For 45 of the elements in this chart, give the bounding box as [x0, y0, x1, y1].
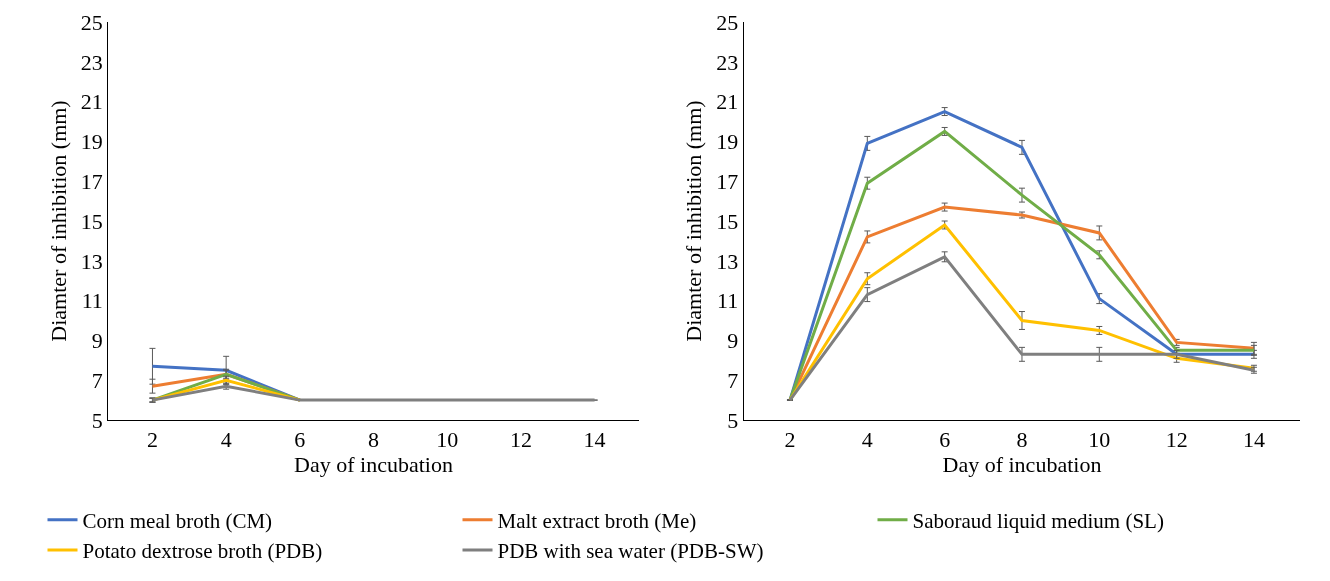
y-tick-label: 15	[716, 208, 739, 234]
legend-label: Saboraud liquid medium (SL)	[912, 508, 1164, 533]
legend-label: Corn meal broth (CM)	[82, 508, 273, 533]
x-tick-label: 14	[1242, 427, 1265, 453]
y-tick-label: 19	[716, 129, 739, 155]
legend-label: PDB with sea water (PDB-SW)	[497, 539, 764, 564]
y-tick-label: 25	[716, 9, 739, 35]
x-tick-label: 12	[509, 427, 532, 453]
y-tick-label: 5	[91, 407, 103, 433]
y-tick-label: 15	[80, 208, 103, 234]
y-tick-label: 7	[727, 367, 739, 393]
y-tick-label: 17	[80, 168, 103, 194]
x-tick-label: 10	[436, 427, 459, 453]
legend-label: Potato dextrose broth (PDB)	[82, 539, 323, 564]
y-tick-label: 19	[80, 129, 103, 155]
y-tick-label: 21	[716, 89, 739, 115]
y-axis-title: Diamter of inhibition (mm)	[45, 100, 71, 342]
x-tick-label: 6	[294, 427, 306, 453]
x-tick-label: 8	[1016, 427, 1028, 453]
y-axis-title: Diamter of inhibition (mm)	[681, 100, 706, 342]
y-tick-label: 11	[717, 288, 739, 314]
x-tick-label: 6	[939, 427, 951, 453]
x-tick-label: 2	[146, 427, 158, 453]
y-tick-label: 23	[80, 49, 103, 75]
y-tick-label: 5	[727, 407, 739, 433]
y-tick-label: 17	[716, 168, 739, 194]
legend-label: Malt extract broth (Me)	[497, 508, 697, 533]
x-tick-label: 4	[220, 427, 232, 453]
y-tick-label: 13	[80, 248, 103, 274]
y-tick-label: 9	[91, 328, 103, 354]
x-tick-label: 2	[784, 427, 796, 453]
y-tick-label: 23	[716, 49, 739, 75]
y-tick-label: 25	[80, 9, 103, 35]
x-tick-label: 8	[368, 427, 380, 453]
x-tick-label: 14	[583, 427, 606, 453]
y-tick-label: 9	[727, 328, 739, 354]
x-tick-label: 12	[1165, 427, 1188, 453]
y-tick-label: 13	[716, 248, 739, 274]
y-tick-label: 7	[91, 367, 103, 393]
y-tick-label: 11	[81, 288, 103, 314]
y-tick-label: 21	[80, 89, 103, 115]
x-tick-label: 10	[1088, 427, 1111, 453]
x-axis-title: Day of incubation	[942, 452, 1102, 478]
x-tick-label: 4	[861, 427, 873, 453]
x-axis-title: Day of incubation	[294, 452, 453, 478]
